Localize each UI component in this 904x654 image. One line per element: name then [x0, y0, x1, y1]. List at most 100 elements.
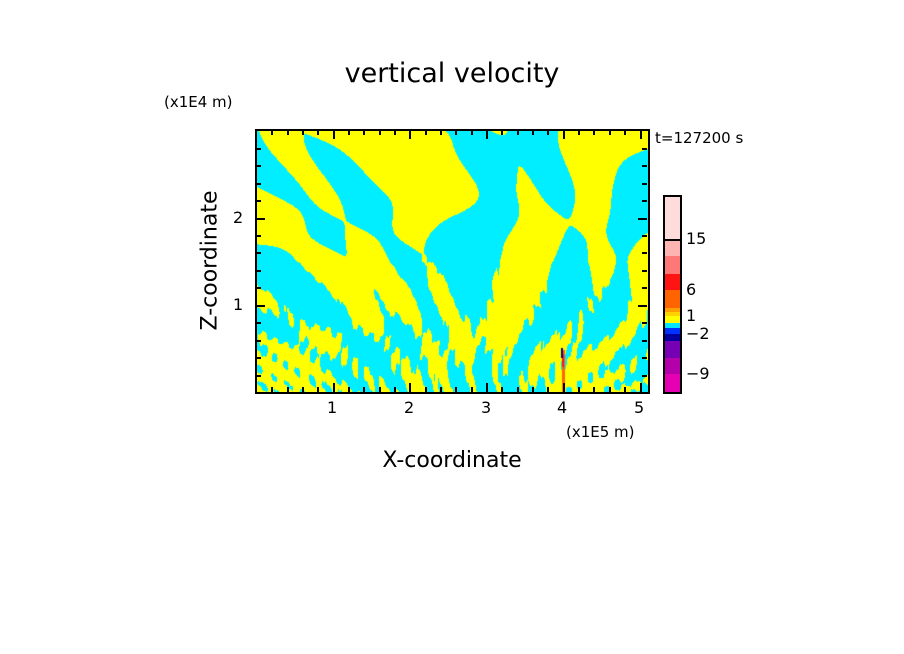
axis-tick: [333, 130, 335, 139]
axis-tick: [317, 130, 319, 135]
axis-tick: [256, 218, 265, 220]
axis-tick: [547, 387, 549, 392]
y-tick-label: 1: [233, 295, 244, 314]
axis-tick: [348, 387, 350, 392]
axis-tick: [638, 218, 647, 220]
colorbar-label: 6: [686, 280, 697, 299]
axis-tick: [642, 183, 647, 185]
colorbar-divider: [665, 239, 680, 241]
axis-tick: [471, 387, 473, 392]
axis-tick: [455, 130, 457, 135]
axis-tick: [256, 200, 261, 202]
colorbar-label: 15: [686, 229, 707, 248]
axis-tick: [363, 387, 365, 392]
axis-tick: [379, 387, 381, 392]
axis-tick: [287, 387, 289, 392]
axis-tick: [425, 387, 427, 392]
colorbar-segment: [665, 328, 680, 334]
axis-tick: [642, 252, 647, 254]
axis-tick: [624, 387, 626, 392]
colorbar-segment: [665, 358, 680, 374]
axis-tick: [642, 287, 647, 289]
axis-tick: [563, 130, 565, 139]
axis-tick: [501, 387, 503, 392]
axis-tick: [394, 130, 396, 135]
axis-tick: [256, 270, 261, 272]
axis-tick: [563, 383, 565, 392]
axis-tick: [440, 130, 442, 135]
axis-tick: [379, 130, 381, 135]
axis-tick: [394, 387, 396, 392]
axis-tick: [409, 130, 411, 139]
axis-tick: [609, 130, 611, 135]
colorbar-segment: [665, 323, 680, 328]
y-unit-label: (x1E4 m): [164, 93, 233, 111]
axis-tick: [642, 165, 647, 167]
axis-tick: [256, 340, 261, 342]
axis-tick: [302, 130, 304, 135]
colorbar: [663, 195, 682, 394]
x-unit-label: (x1E5 m): [566, 423, 635, 441]
colorbar-segment: [665, 334, 680, 341]
axis-tick: [517, 130, 519, 135]
colorbar-segment: [665, 239, 680, 256]
axis-tick: [256, 375, 261, 377]
colorbar-segment: [665, 341, 680, 358]
axis-tick: [578, 130, 580, 135]
axis-tick: [256, 183, 261, 185]
axis-tick: [440, 387, 442, 392]
colorbar-segment: [665, 274, 680, 290]
x-tick-label: 5: [634, 398, 645, 417]
axis-tick: [287, 130, 289, 135]
axis-tick: [271, 130, 273, 135]
time-label: t=127200 s: [655, 129, 744, 147]
colorbar-segment: [665, 290, 680, 308]
axis-tick: [425, 130, 427, 135]
x-tick-label: 2: [404, 398, 415, 417]
colorbar-label: −2: [686, 324, 710, 343]
axis-tick: [256, 165, 261, 167]
colorbar-label: 1: [686, 306, 697, 325]
axis-tick: [256, 287, 261, 289]
axis-tick: [578, 387, 580, 392]
axis-tick: [517, 387, 519, 392]
axis-tick: [317, 387, 319, 392]
axis-tick: [256, 252, 261, 254]
colorbar-segment: [665, 374, 680, 392]
axis-tick: [348, 130, 350, 135]
chart-title: vertical velocity: [344, 58, 560, 89]
axis-tick: [409, 383, 411, 392]
axis-tick: [638, 305, 647, 307]
axis-tick: [642, 148, 647, 150]
axis-tick: [501, 130, 503, 135]
axis-tick: [593, 387, 595, 392]
axis-tick: [642, 340, 647, 342]
axis-tick: [486, 130, 488, 139]
x-axis-label: X-coordinate: [382, 448, 522, 473]
axis-tick: [256, 322, 261, 324]
axis-tick: [363, 130, 365, 135]
axis-tick: [624, 130, 626, 135]
colorbar-segment: [665, 197, 680, 239]
axis-tick: [640, 130, 642, 139]
axis-tick: [642, 322, 647, 324]
axis-tick: [486, 383, 488, 392]
axis-tick: [609, 387, 611, 392]
colorbar-segment: [665, 312, 680, 316]
x-tick-label: 4: [557, 398, 568, 417]
axis-tick: [471, 130, 473, 135]
colorbar-segment: [665, 316, 680, 323]
colorbar-segment: [665, 308, 680, 312]
axis-tick: [455, 387, 457, 392]
y-axis-label: Z-coordinate: [197, 190, 223, 331]
x-tick-label: 1: [327, 398, 338, 417]
axis-tick: [532, 130, 534, 135]
axis-tick: [642, 375, 647, 377]
axis-tick: [256, 305, 265, 307]
axis-tick: [642, 200, 647, 202]
axis-tick: [271, 387, 273, 392]
axis-tick: [333, 383, 335, 392]
axis-tick: [642, 357, 647, 359]
y-tick-label: 2: [233, 208, 244, 227]
